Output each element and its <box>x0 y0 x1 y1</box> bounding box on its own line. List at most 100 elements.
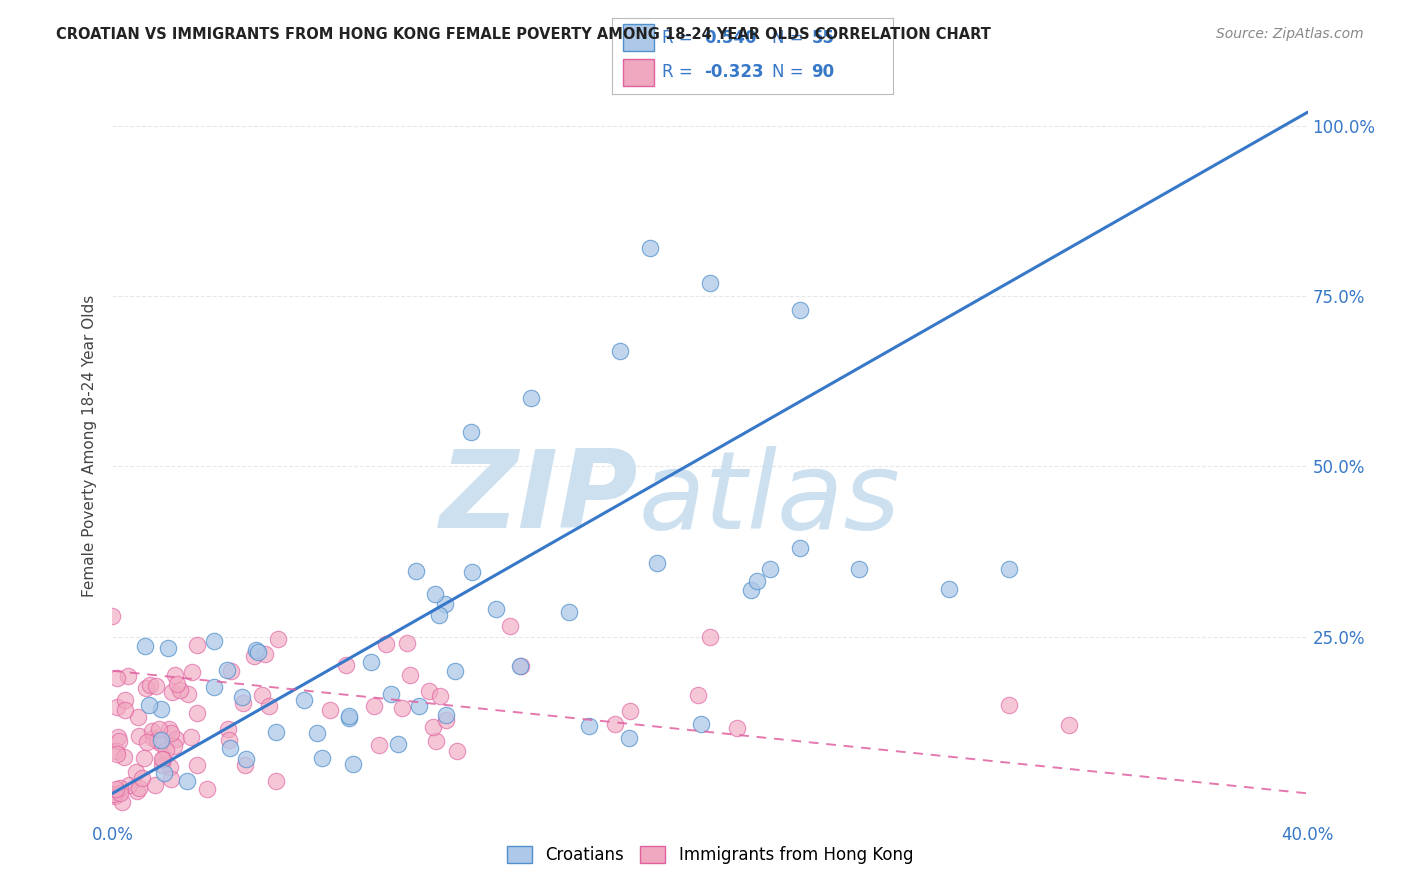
Point <box>725 721 748 735</box>
Point <box>131 771 153 785</box>
Point <box>938 582 960 596</box>
Text: atlas: atlas <box>638 446 900 551</box>
Point <box>166 677 188 691</box>
Point <box>603 717 626 731</box>
Point <box>177 687 200 701</box>
Point <box>136 735 159 749</box>
Point <box>202 681 225 695</box>
Point <box>520 392 543 406</box>
Point <box>165 668 187 682</box>
Point <box>395 636 418 650</box>
Point <box>387 737 409 751</box>
Point <box>446 743 468 757</box>
Point <box>434 708 457 723</box>
Point <box>110 780 132 795</box>
Point <box>444 665 467 679</box>
Point <box>305 726 328 740</box>
Point <box>740 582 762 597</box>
Point <box>149 736 172 750</box>
Point <box>645 556 668 570</box>
Point <box>195 782 218 797</box>
Point <box>1057 718 1080 732</box>
Point <box>485 602 508 616</box>
Point <box>360 655 382 669</box>
Point <box>609 343 631 358</box>
Point <box>148 722 170 736</box>
Point <box>617 731 640 745</box>
Point <box>429 689 451 703</box>
Legend: Croatians, Immigrants from Hong Kong: Croatians, Immigrants from Hong Kong <box>498 838 922 872</box>
Point <box>319 703 342 717</box>
Point <box>142 731 165 746</box>
Point <box>111 795 134 809</box>
Point <box>267 632 290 646</box>
Point <box>998 698 1021 712</box>
Point <box>153 766 176 780</box>
Point <box>217 723 239 737</box>
Point <box>181 665 204 680</box>
Point <box>510 658 533 673</box>
Point <box>101 609 124 624</box>
Point <box>105 747 128 762</box>
Point <box>127 783 149 797</box>
Point <box>375 637 398 651</box>
Point <box>150 757 173 772</box>
Point <box>243 648 266 663</box>
Text: Source: ZipAtlas.com: Source: ZipAtlas.com <box>1216 27 1364 41</box>
Point <box>138 698 160 712</box>
Point <box>110 786 132 800</box>
Point <box>427 608 450 623</box>
Point <box>145 679 167 693</box>
Point <box>747 574 769 589</box>
Point <box>107 730 129 744</box>
Point <box>105 782 128 797</box>
Point <box>186 706 208 721</box>
Text: R =: R = <box>662 29 699 46</box>
Text: CROATIAN VS IMMIGRANTS FROM HONG KONG FEMALE POVERTY AMONG 18-24 YEAR OLDS CORRE: CROATIAN VS IMMIGRANTS FROM HONG KONG FE… <box>56 27 991 42</box>
Point <box>337 708 360 723</box>
Point <box>235 758 257 772</box>
Point <box>157 722 180 736</box>
Point <box>408 699 430 714</box>
Point <box>108 734 131 748</box>
Text: 90: 90 <box>811 63 834 81</box>
Point <box>558 605 581 619</box>
Point <box>105 744 128 758</box>
Point <box>342 756 364 771</box>
Point <box>232 696 254 710</box>
Point <box>139 678 162 692</box>
Point <box>114 693 136 707</box>
Point <box>461 566 484 580</box>
Point <box>152 752 174 766</box>
Point <box>257 698 280 713</box>
Point <box>405 564 427 578</box>
Point <box>699 630 721 644</box>
Point <box>250 688 273 702</box>
Point <box>235 752 257 766</box>
Point <box>619 704 641 718</box>
Y-axis label: Female Poverty Among 18-24 Year Olds: Female Poverty Among 18-24 Year Olds <box>82 295 97 597</box>
Point <box>114 703 136 717</box>
Point <box>789 302 811 317</box>
Point <box>141 724 163 739</box>
Point <box>509 658 531 673</box>
Point <box>105 671 128 685</box>
Point <box>848 561 870 575</box>
Point <box>231 690 253 704</box>
Point <box>127 710 149 724</box>
Point <box>434 713 457 727</box>
Point <box>150 752 173 766</box>
Point <box>128 780 150 795</box>
Point <box>105 700 128 714</box>
Point <box>163 739 186 753</box>
Point <box>169 683 191 698</box>
Point <box>186 758 208 772</box>
Point <box>391 700 413 714</box>
Point <box>699 276 721 290</box>
Point <box>253 647 276 661</box>
Point <box>335 658 357 673</box>
Point <box>363 698 385 713</box>
Text: 55: 55 <box>811 29 834 46</box>
Text: N =: N = <box>772 63 808 81</box>
Point <box>425 734 447 748</box>
